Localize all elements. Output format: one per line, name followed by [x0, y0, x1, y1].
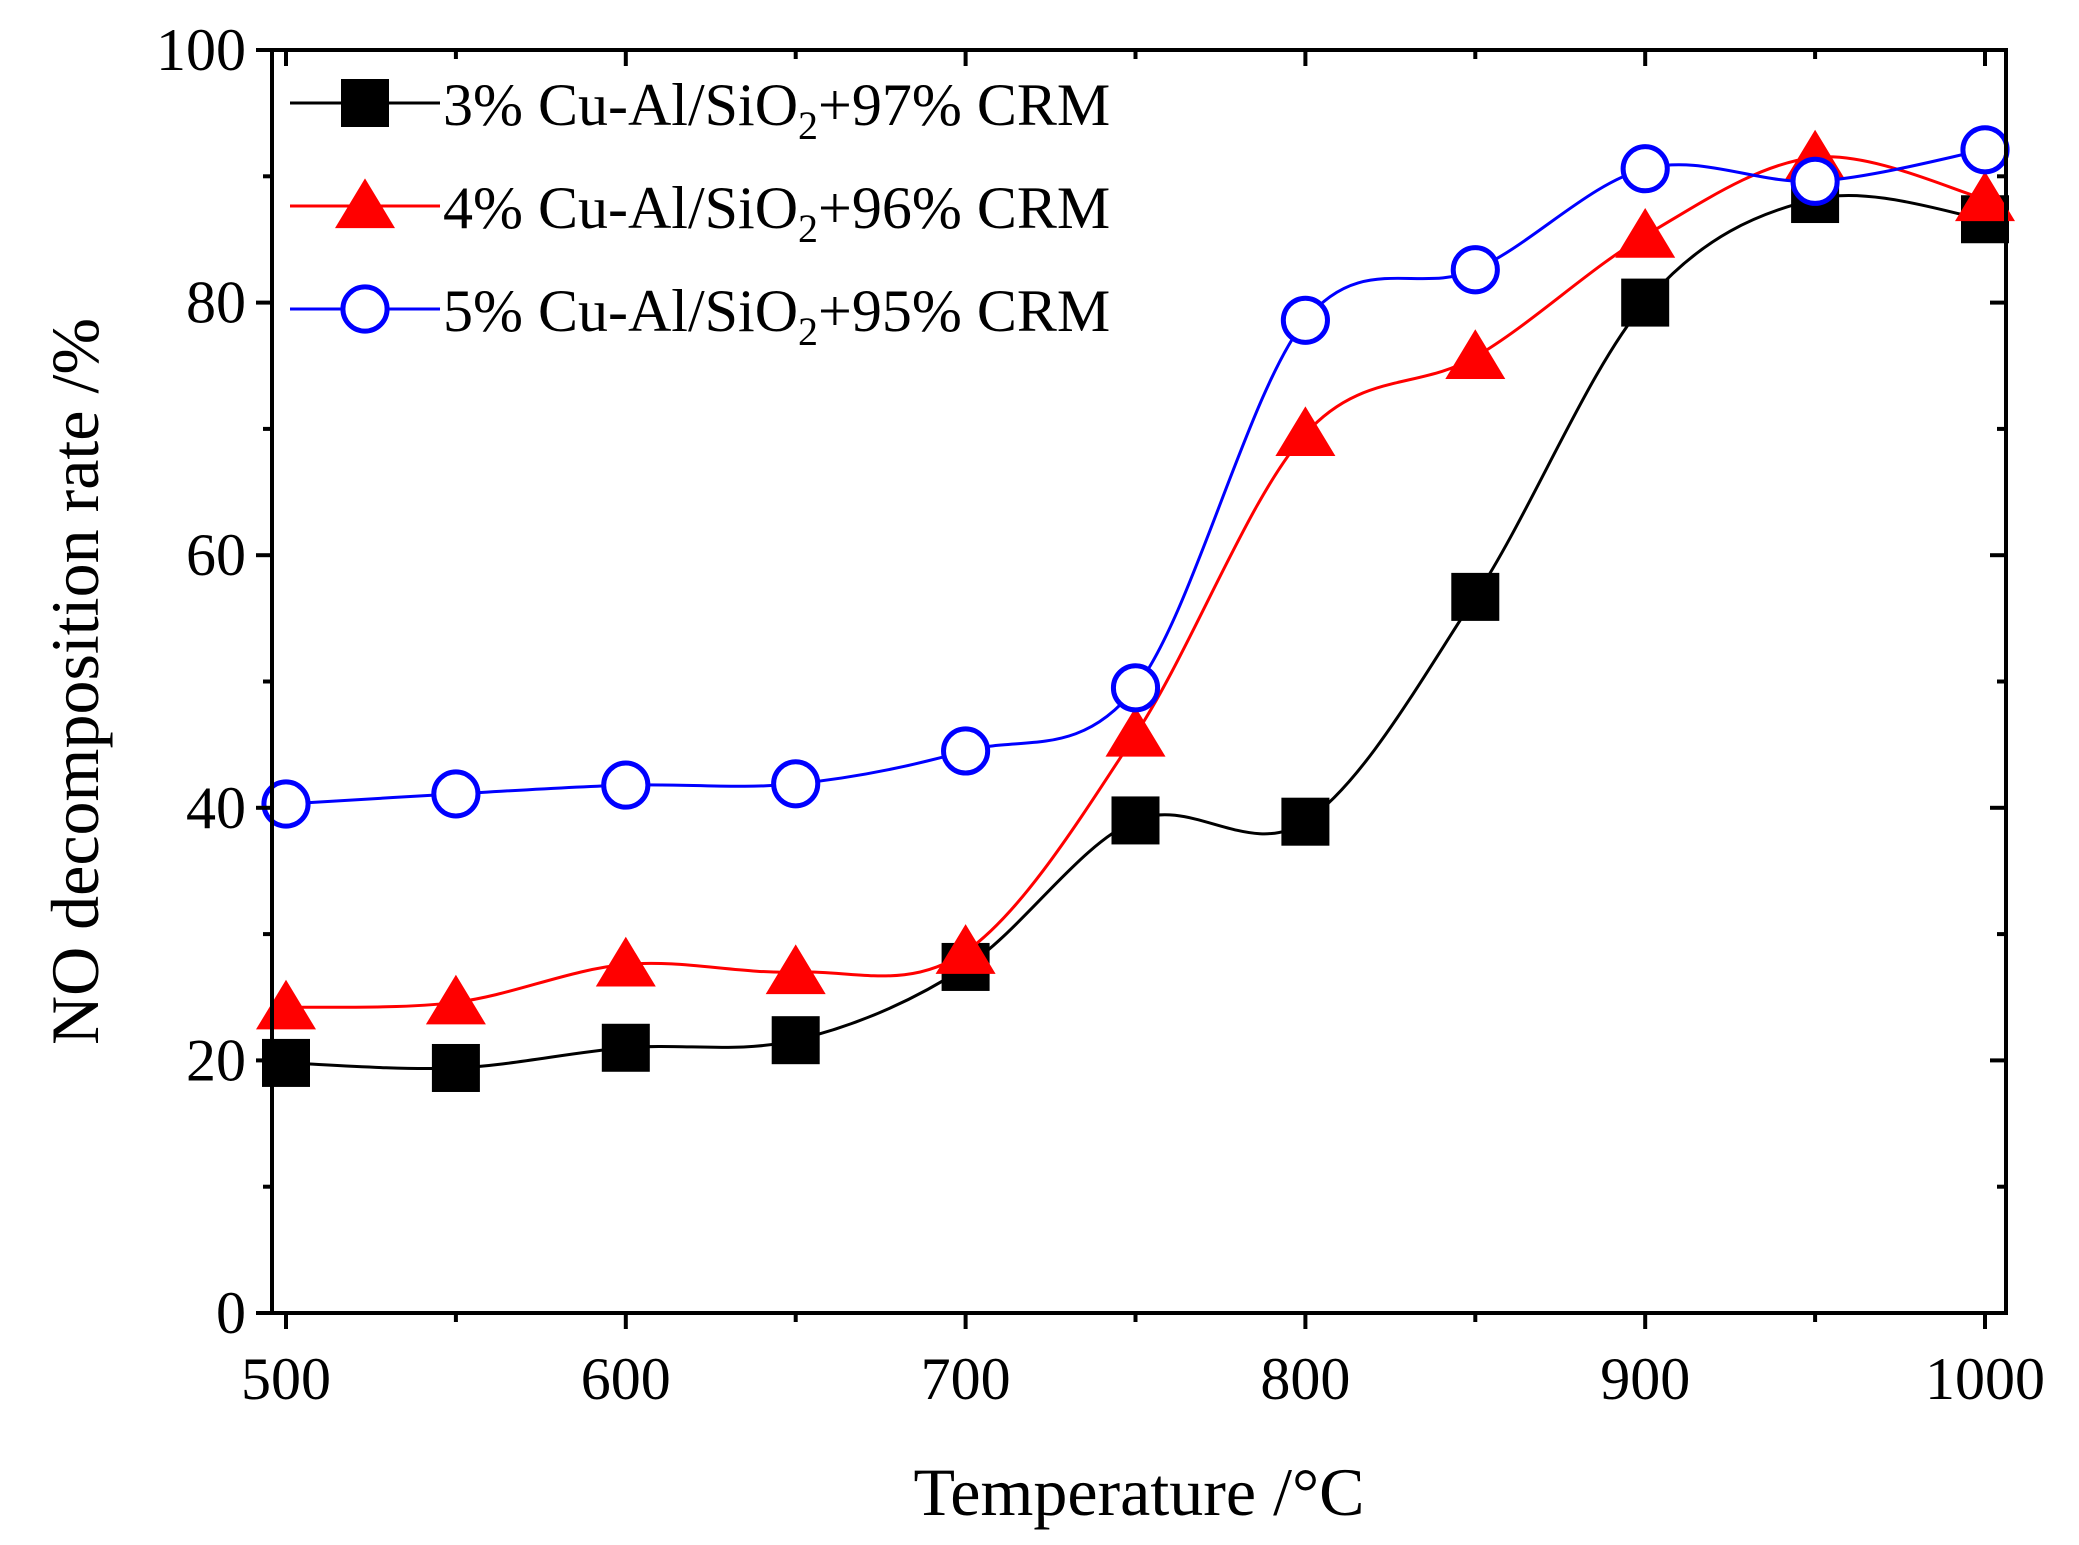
axis-ticks: 500 600 700 800 900 1000 0 20 40 60 80 100	[156, 17, 2045, 1412]
data-point	[771, 1016, 820, 1065]
legend-entry-1: 3% Cu-Al/SiO2+97% CRM	[290, 72, 1110, 148]
y-tick-label: 60	[186, 522, 246, 588]
x-tick-label: 700	[921, 1346, 1011, 1412]
legend-label: 4% Cu-Al/SiO2+96% CRM	[443, 175, 1110, 251]
data-point	[425, 974, 486, 1025]
series-line	[285, 194, 1986, 1071]
series-line	[285, 155, 1986, 1009]
x-tick-label: 600	[581, 1346, 671, 1412]
legend-marker	[341, 79, 389, 127]
data-point	[262, 1038, 310, 1087]
series-line	[285, 148, 1986, 806]
x-tick-label: 500	[241, 1346, 331, 1412]
data-point	[261, 779, 311, 829]
x-tick-label: 1000	[1925, 1346, 2045, 1412]
data-point	[1281, 797, 1330, 846]
legend-entry-2: 4% Cu-Al/SiO2+96% CRM	[290, 175, 1110, 251]
x-axis-title: Temperature /°C	[913, 1454, 1364, 1530]
data-point	[765, 944, 826, 995]
y-tick-label: 40	[186, 775, 246, 841]
data-point	[431, 1043, 480, 1092]
data-point	[941, 726, 991, 776]
x-tick-label: 800	[1260, 1346, 1350, 1412]
data-point	[1110, 663, 1161, 713]
legend-entry-3: 5% Cu-Al/SiO2+95% CRM	[290, 278, 1110, 354]
y-tick-label: 80	[186, 270, 246, 336]
data-point	[1621, 278, 1670, 327]
data-point	[1620, 144, 1670, 194]
series-3	[261, 125, 2010, 829]
data-point	[1615, 208, 1676, 258]
data-point	[431, 769, 481, 819]
legend: 3% Cu-Al/SiO2+97% CRM 4% Cu-Al/SiO2+96% C…	[290, 72, 1110, 354]
legend-marker	[340, 284, 390, 334]
data-point	[601, 760, 651, 810]
y-tick-label: 20	[186, 1027, 246, 1093]
data-point	[1445, 329, 1506, 379]
data-point	[1450, 245, 1500, 295]
data-point	[1955, 171, 2015, 222]
data-point	[1790, 156, 1840, 206]
y-tick-label: 100	[156, 17, 246, 83]
data-point	[1111, 796, 1160, 845]
y-tick-label: 0	[216, 1280, 246, 1346]
y-axis-title: NO decomposition rate /%	[37, 318, 113, 1045]
legend-marker	[335, 178, 395, 229]
legend-label: 5% Cu-Al/SiO2+95% CRM	[443, 278, 1110, 354]
data-point	[1960, 125, 2010, 175]
legend-label: 3% Cu-Al/SiO2+97% CRM	[443, 72, 1110, 148]
data-point	[601, 1023, 650, 1072]
data-point	[1280, 295, 1330, 345]
data-point	[771, 759, 821, 809]
data-point	[1105, 706, 1166, 757]
data-point	[595, 936, 656, 987]
data-point	[935, 924, 996, 974]
series-layer	[256, 125, 2015, 1092]
x-tick-label: 900	[1600, 1346, 1690, 1412]
series-2	[256, 129, 2015, 1030]
data-point	[1275, 406, 1336, 457]
data-point	[1451, 572, 1500, 621]
